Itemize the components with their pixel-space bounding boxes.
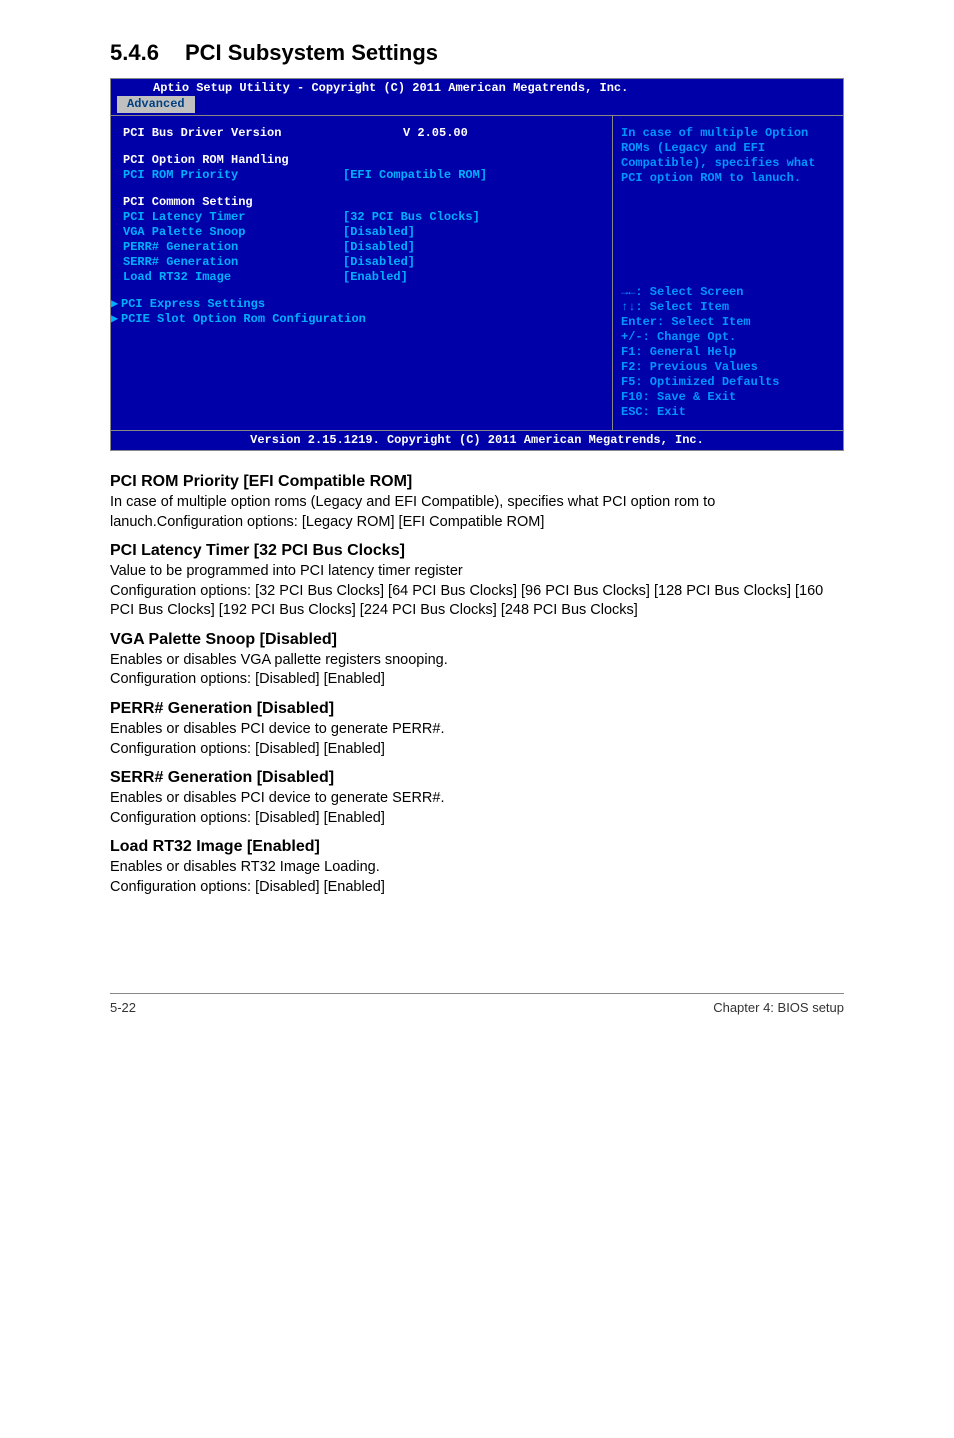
body-section-3: PERR# Generation [Disabled] Enables or d… — [110, 700, 844, 759]
body-text: Value to be programmed into PCI latency … — [110, 562, 844, 621]
bios-tab-row: Advanced — [111, 96, 843, 115]
setting-label: SERR# Generation — [123, 255, 343, 270]
body-text: Enables or disables PCI device to genera… — [110, 720, 844, 759]
setting-row-1[interactable]: VGA Palette Snoop [Disabled] — [123, 225, 606, 240]
setting-label: Load RT32 Image — [123, 270, 343, 285]
bios-body: PCI Bus Driver Version V 2.05.00 PCI Opt… — [111, 115, 843, 431]
body-text: Enables or disables VGA pallette registe… — [110, 651, 844, 690]
nav-line: ESC: Exit — [621, 405, 835, 420]
nav-line: F2: Previous Values — [621, 360, 835, 375]
submenu-row-1[interactable]: ▶PCI Express Settings — [123, 297, 606, 312]
body-heading: Load RT32 Image [Enabled] — [110, 838, 844, 856]
triangle-icon: ▶ — [111, 312, 121, 327]
setting-row-3[interactable]: SERR# Generation [Disabled] — [123, 255, 606, 270]
nav-line: F5: Optimized Defaults — [621, 375, 835, 390]
section-title-text: PCI Subsystem Settings — [185, 40, 438, 65]
body-section-0: PCI ROM Priority [EFI Compatible ROM] In… — [110, 473, 844, 532]
body-heading: PCI ROM Priority [EFI Compatible ROM] — [110, 473, 844, 491]
nav-line: ↑↓: Select Item — [621, 300, 835, 315]
setting-value: [Enabled] — [343, 270, 408, 285]
setting-row-4[interactable]: Load RT32 Image [Enabled] — [123, 270, 606, 285]
setting-value: [Disabled] — [343, 225, 415, 240]
setting-value: [Disabled] — [343, 255, 415, 270]
footer-right: Chapter 4: BIOS setup — [713, 1000, 844, 1015]
nav-line: F10: Save & Exit — [621, 390, 835, 405]
body-section-4: SERR# Generation [Disabled] Enables or d… — [110, 769, 844, 828]
body-section-5: Load RT32 Image [Enabled] Enables or dis… — [110, 838, 844, 897]
page-title: 5.4.6 PCI Subsystem Settings — [110, 40, 844, 66]
setting-row-0[interactable]: PCI Latency Timer [32 PCI Bus Clocks] — [123, 210, 606, 225]
section-number: 5.4.6 — [110, 40, 159, 65]
tab-advanced[interactable]: Advanced — [117, 96, 195, 113]
setting-label: PERR# Generation — [123, 240, 343, 255]
page-footer: 5-22 Chapter 4: BIOS setup — [110, 993, 844, 1015]
version-label: PCI Bus Driver Version — [123, 126, 343, 141]
setting-value: [32 PCI Bus Clocks] — [343, 210, 480, 225]
body-text: In case of multiple option roms (Legacy … — [110, 493, 844, 532]
body-text: Enables or disables PCI device to genera… — [110, 789, 844, 828]
bios-left-pane: PCI Bus Driver Version V 2.05.00 PCI Opt… — [111, 116, 613, 430]
body-section-2: VGA Palette Snoop [Disabled] Enables or … — [110, 631, 844, 690]
nav-line: +/-: Change Opt. — [621, 330, 835, 345]
submenu-label: PCIE Slot Option Rom Configuration — [121, 312, 366, 327]
body-section-1: PCI Latency Timer [32 PCI Bus Clocks] Va… — [110, 542, 844, 621]
group1-title: PCI Option ROM Handling — [123, 153, 343, 168]
body-text: Enables or disables RT32 Image Loading. … — [110, 858, 844, 897]
submenu-row-2[interactable]: ▶PCIE Slot Option Rom Configuration — [123, 312, 606, 327]
nav-line: F1: General Help — [621, 345, 835, 360]
rom-priority-label: PCI ROM Priority — [123, 168, 343, 183]
setting-value: [Disabled] — [343, 240, 415, 255]
nav-line: Enter: Select Item — [621, 315, 835, 330]
body-heading: PCI Latency Timer [32 PCI Bus Clocks] — [110, 542, 844, 560]
submenu-label: PCI Express Settings — [121, 297, 265, 312]
nav-line: →←: Select Screen — [621, 285, 835, 300]
bios-footer: Version 2.15.1219. Copyright (C) 2011 Am… — [111, 431, 843, 450]
bios-version-row: PCI Bus Driver Version V 2.05.00 — [123, 126, 606, 141]
setting-row-2[interactable]: PERR# Generation [Disabled] — [123, 240, 606, 255]
bios-right-pane: In case of multiple Option ROMs (Legacy … — [613, 116, 843, 430]
bios-header-text: Aptio Setup Utility - Copyright (C) 2011… — [153, 81, 628, 95]
setting-label: VGA Palette Snoop — [123, 225, 343, 240]
body-heading: PERR# Generation [Disabled] — [110, 700, 844, 718]
version-value: V 2.05.00 — [403, 126, 468, 141]
body-heading: VGA Palette Snoop [Disabled] — [110, 631, 844, 649]
body-heading: SERR# Generation [Disabled] — [110, 769, 844, 787]
footer-left: 5-22 — [110, 1000, 136, 1015]
group2-title: PCI Common Setting — [123, 195, 343, 210]
setting-label: PCI Latency Timer — [123, 210, 343, 225]
bios-screenshot: Aptio Setup Utility - Copyright (C) 2011… — [110, 78, 844, 451]
rom-priority-value: [EFI Compatible ROM] — [343, 168, 487, 183]
rom-priority-row[interactable]: PCI ROM Priority [EFI Compatible ROM] — [123, 168, 606, 183]
triangle-icon: ▶ — [111, 297, 121, 312]
help-text: In case of multiple Option ROMs (Legacy … — [621, 126, 835, 281]
bios-header: Aptio Setup Utility - Copyright (C) 2011… — [111, 79, 843, 96]
